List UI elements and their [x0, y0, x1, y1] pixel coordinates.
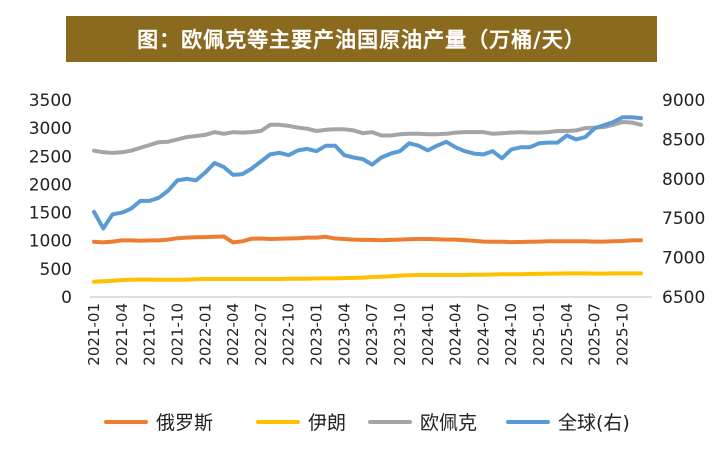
x-tick-label: 2025-10: [613, 303, 631, 366]
legend-label: 全球(右): [558, 412, 630, 434]
y-right-tick-label: 7500: [662, 209, 705, 229]
x-tick-label: 2023-01: [308, 303, 326, 366]
x-tick-label: 2022-07: [252, 303, 270, 366]
x-tick-label: 2025-04: [558, 303, 576, 366]
legend-label: 俄罗斯: [156, 412, 213, 434]
x-tick-label: 2021-01: [85, 303, 103, 366]
y-left-tick-label: 0: [61, 288, 72, 308]
x-tick-label: 2024-01: [419, 303, 437, 366]
series-line-2: [92, 120, 643, 155]
series-line-3: [92, 115, 643, 231]
y-right-tick-label: 7000: [662, 249, 705, 269]
x-tick-label: 2024-07: [474, 303, 492, 366]
legend-label: 伊朗: [308, 412, 346, 434]
y-left-tick-label: 2000: [29, 175, 72, 195]
y-right-tick-label: 6500: [662, 288, 705, 308]
y-right-tick-label: 8500: [662, 130, 705, 150]
y-left-tick-label: 1000: [29, 232, 72, 252]
series-line-1: [92, 271, 643, 284]
y-left-tick-label: 500: [40, 260, 72, 280]
y-left-tick-label: 1500: [29, 204, 72, 224]
series-lines: [92, 115, 643, 284]
x-tick-label: 2021-04: [113, 303, 131, 366]
x-tick-label: 2025-01: [530, 303, 548, 366]
legend: 俄罗斯 伊朗 欧佩克 全球(右): [104, 412, 630, 434]
x-tick-label: 2024-10: [502, 303, 520, 366]
y-left-tick-label: 2500: [29, 147, 72, 167]
x-tick-label: 2022-04: [224, 303, 242, 366]
y-left-tick-label: 3000: [29, 119, 72, 139]
y-right-tick-label: 8000: [662, 170, 705, 190]
x-tick-label: 2021-10: [168, 303, 186, 366]
x-tick-label: 2021-07: [141, 303, 159, 366]
y-left-tick-label: 3500: [29, 91, 72, 111]
series-line-0: [92, 234, 643, 245]
y-right-tick-label: 9000: [662, 91, 705, 111]
x-tick-label: 2024-04: [447, 303, 465, 366]
axes: 0 500 1000 1500 2000 2500 3000 3500 6500 7000 7500…: [29, 91, 706, 366]
x-tick-label: 2023-07: [363, 303, 381, 366]
legend-label: 欧佩克: [420, 412, 477, 434]
x-tick-label: 2023-10: [391, 303, 409, 366]
x-tick-label: 2022-10: [280, 303, 298, 366]
x-tick-label: 2023-04: [335, 303, 353, 366]
chart-title: 图：欧佩克等主要产油国原油产量（万桶/天）: [66, 16, 657, 62]
x-tick-label: 2025-07: [586, 303, 604, 366]
x-tick-label: 2022-01: [196, 303, 214, 366]
